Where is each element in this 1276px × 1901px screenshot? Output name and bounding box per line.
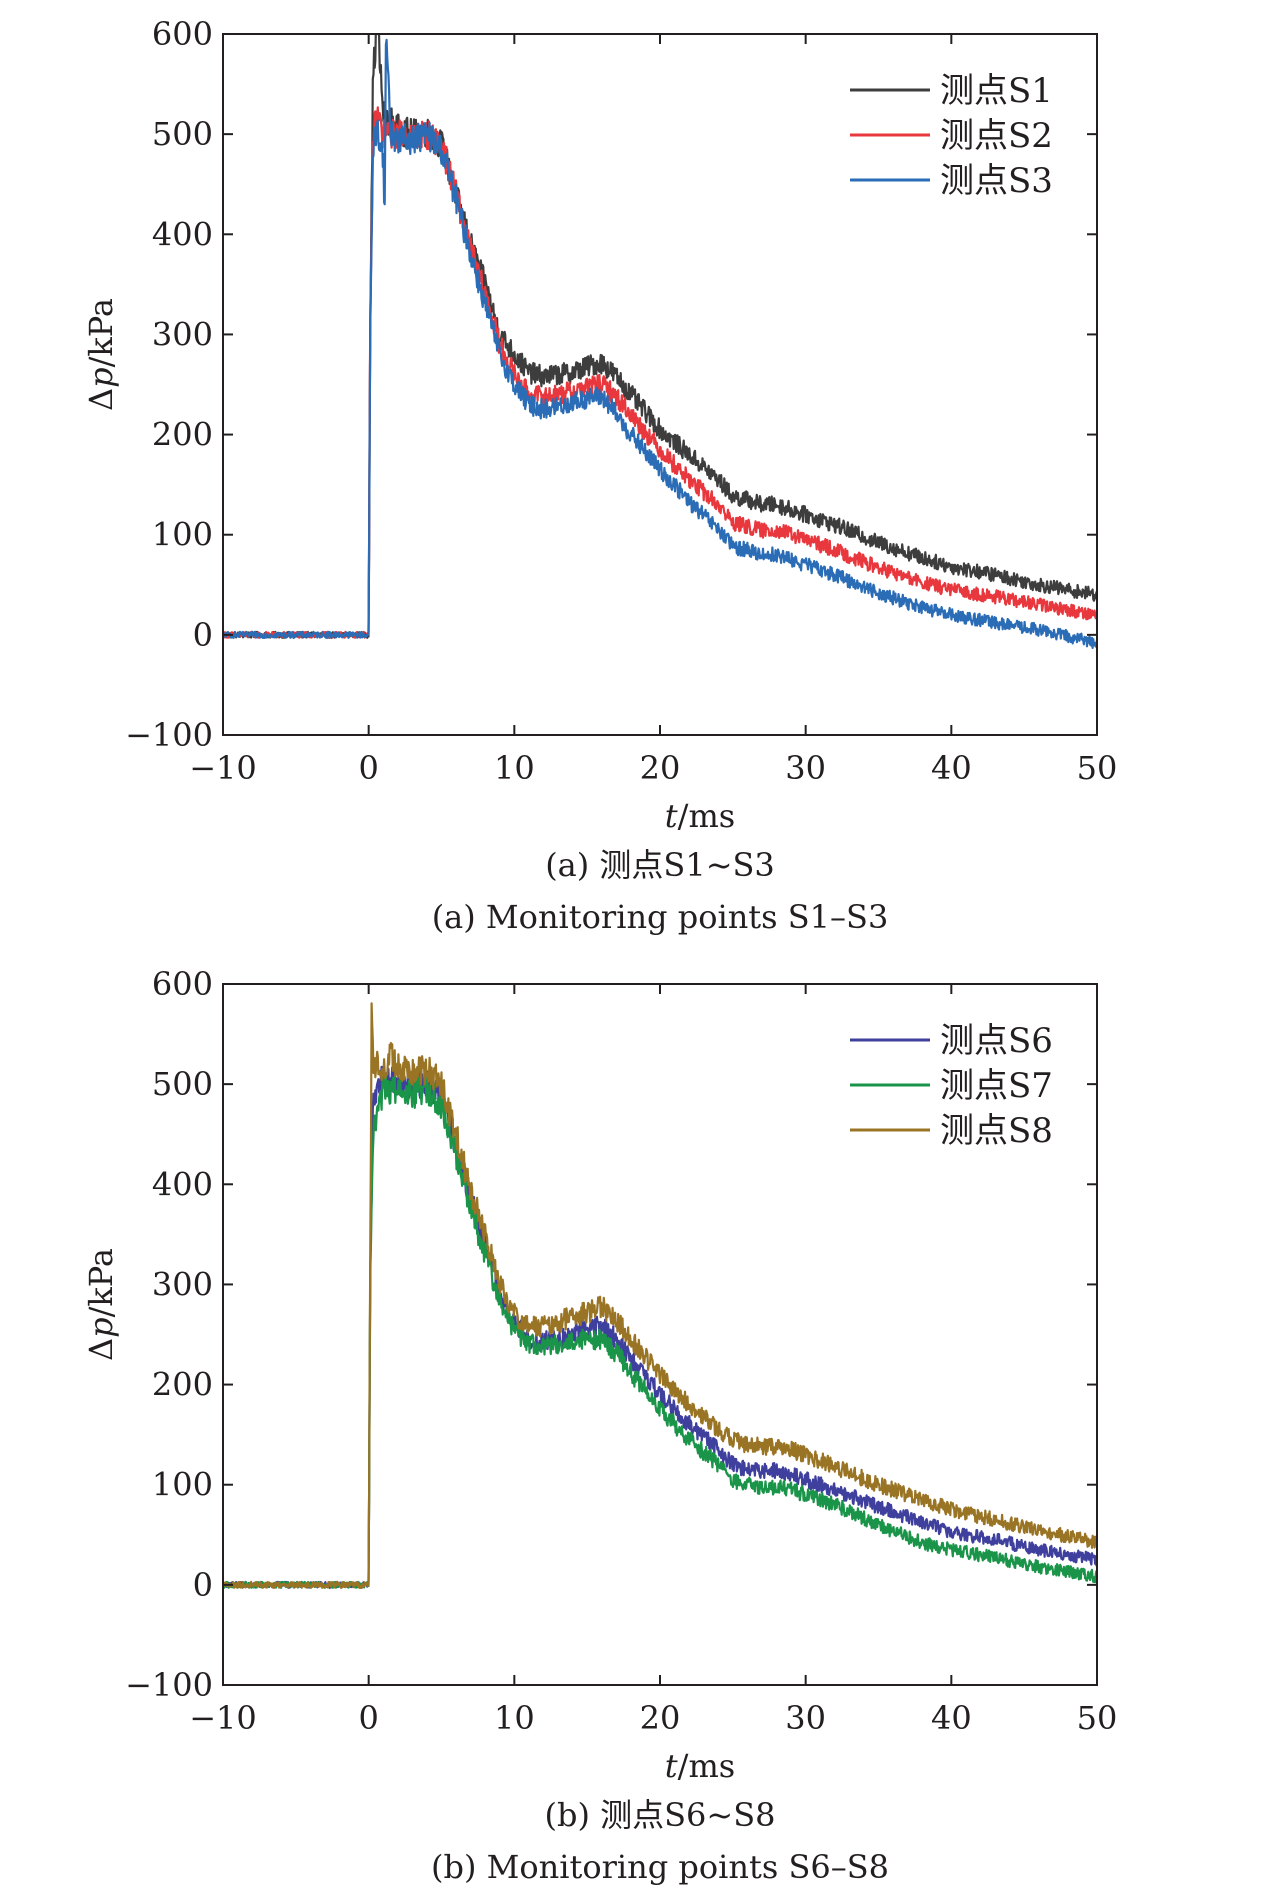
y-tick-label: 0	[193, 616, 213, 654]
legend-label: 测点S7	[940, 1066, 1053, 1106]
y-tick-label: 200	[152, 1366, 213, 1404]
x-tick-label: 20	[640, 1699, 681, 1737]
chart-a-svg: −10 0 10 20 30 40 50−1000100200300400500600t/m…	[82, 15, 1118, 936]
y-tick-label: −100	[125, 716, 213, 754]
x-tick-label: 10	[494, 1699, 535, 1737]
legend-label: 测点S3	[940, 161, 1053, 201]
x-tick-label: 0	[358, 749, 378, 787]
y-tick-label: 400	[152, 215, 213, 253]
y-tick-label: 300	[152, 315, 213, 353]
legend-label: 测点S2	[940, 116, 1053, 156]
plot-area	[223, 1002, 1097, 1590]
y-tick-label: 200	[152, 416, 213, 454]
y-tick-label: −100	[125, 1666, 213, 1704]
y-tick-label: 100	[152, 516, 213, 554]
x-tick-label: 30	[785, 1699, 826, 1737]
y-axis-unit: /kPa	[82, 298, 120, 367]
series-line-3	[223, 38, 1097, 650]
y-axis-var: p	[82, 367, 120, 387]
x-tick-label: 0	[358, 1699, 378, 1737]
legend-label: 测点S8	[940, 1111, 1053, 1151]
x-tick-label: 50	[1077, 1699, 1118, 1737]
y-axis-delta: Δ	[82, 1338, 120, 1361]
figure-a: −10 0 10 20 30 40 50 −100 0 100 200 300 400 500 600 t/m…	[0, 0, 1276, 950]
legend-label: 测点S1	[940, 71, 1053, 111]
y-tick-label: 600	[152, 965, 213, 1003]
y-tick-label: 500	[152, 1065, 213, 1103]
caption-cn: (b) 测点S6~S8	[544, 1796, 775, 1834]
y-tick-label: 100	[152, 1466, 213, 1504]
legend-label: 测点S6	[940, 1021, 1053, 1061]
x-tick-label: −10	[189, 749, 257, 787]
x-axis-unit: /ms	[678, 797, 736, 835]
x-axis-var: t	[665, 797, 678, 835]
x-tick-label: 40	[931, 1699, 972, 1737]
x-axis-var: t	[665, 1747, 678, 1785]
chart-b-svg: −10 0 10 20 30 40 50−1000100200300400500600t/m…	[82, 965, 1118, 1886]
x-tick-label: 50	[1077, 749, 1118, 787]
y-tick-label: 300	[152, 1265, 213, 1303]
figure-b: −10 0 10 20 30 40 50 −100 0 100 200 300 400 500 600 t/m…	[0, 950, 1276, 1900]
x-axis-unit: /ms	[678, 1747, 736, 1785]
caption-en: (b) Monitoring points S6–S8	[431, 1848, 889, 1886]
series-line-3	[223, 1002, 1097, 1589]
x-tick-label: 20	[640, 749, 681, 787]
y-tick-label: 0	[193, 1566, 213, 1604]
x-tick-label: 30	[785, 749, 826, 787]
y-tick-label: 500	[152, 115, 213, 153]
x-tick-label: 10	[494, 749, 535, 787]
y-tick-label: 400	[152, 1165, 213, 1203]
x-tick-label: 40	[931, 749, 972, 787]
x-axis-title: t/ms	[665, 1747, 735, 1785]
y-axis-title: Δp/kPa	[82, 298, 120, 411]
y-axis-unit: /kPa	[82, 1248, 120, 1317]
x-tick-label: −10	[189, 1699, 257, 1737]
y-axis-var: p	[82, 1317, 120, 1337]
y-tick-label: 600	[152, 15, 213, 53]
caption-en: (a) Monitoring points S1–S3	[432, 898, 889, 936]
y-axis-title: Δp/kPa	[82, 1248, 120, 1361]
caption-cn: (a) 测点S1~S3	[545, 846, 775, 884]
y-axis-delta: Δ	[82, 388, 120, 411]
plot-area	[223, 34, 1097, 650]
x-axis-title: t/ms	[665, 797, 735, 835]
